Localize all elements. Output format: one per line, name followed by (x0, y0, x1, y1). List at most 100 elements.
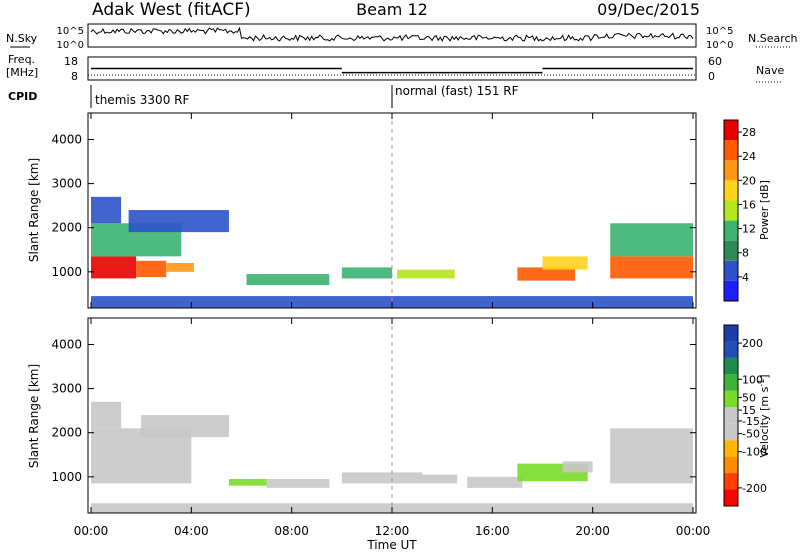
x-tick-label: 08:00 (274, 524, 309, 538)
colorbar-swatch (724, 407, 738, 424)
noise-right-tick-bottom: 10^0 (706, 40, 733, 51)
colorbar-swatch (724, 489, 738, 506)
noise-left-tick-bottom: 10^0 (57, 40, 84, 51)
velocity-colorbar-label-main: Velocity [m s (758, 386, 771, 457)
velocity-panel: 1000 2000 3000 4000 Slant Range [km] -200 -1… (27, 317, 771, 514)
velocity-heatmap (91, 318, 693, 513)
colorbar-tick-label: -15 (742, 415, 760, 428)
x-tick-label: 00:00 (74, 524, 109, 538)
colorbar-tick-label: -100 (742, 446, 767, 459)
x-tick-label: 04:00 (174, 524, 209, 538)
velocity-colorbar-label-end: ] (758, 374, 771, 378)
velocity-axes: 1000 2000 3000 4000 (51, 318, 696, 513)
colorbar-swatch (724, 456, 738, 474)
power-colorbar-label: Power [dB] (758, 180, 771, 240)
colorbar-tick-label: 100 (742, 373, 763, 386)
colorbar-swatch (724, 260, 738, 281)
colorbar-swatch (724, 374, 738, 391)
colorbar-tick-label: 28 (742, 126, 756, 139)
velocity-region-11 (562, 461, 593, 473)
colorbar-tick-label: 4 (742, 271, 749, 284)
nave-label: Nave (756, 64, 784, 77)
colorbar-swatch (724, 341, 738, 358)
colorbar-swatch (724, 220, 738, 241)
cpid-segment-1: themis 3300 RF (95, 93, 189, 107)
colorbar-tick-label: 8 (742, 247, 749, 260)
y-tick-label: 1000 (51, 265, 82, 279)
power-region-11 (542, 256, 588, 270)
y-tick-label: 2000 (51, 221, 82, 235)
power-region-3 (166, 263, 194, 272)
freq-label-line2: [MHz] (6, 66, 38, 79)
station-title: Adak West (fitACF) (92, 0, 251, 20)
y-tick-label: 2000 (51, 426, 82, 440)
freq-panel: 18 8 60 0 Freq. [MHz] Nave (6, 53, 784, 83)
colorbar-swatch (724, 440, 738, 457)
colorbar-swatch (724, 473, 738, 490)
noise-sky-line (90, 26, 694, 43)
x-axis-label: Time UT (366, 538, 417, 552)
y-tick-label: 3000 (51, 382, 82, 396)
colorbar-swatch (724, 200, 738, 221)
colorbar-tick-label: -50 (742, 428, 760, 441)
velocity-region-6 (341, 472, 392, 484)
velocity-region-7 (392, 472, 423, 484)
colorbar-swatch (724, 240, 738, 261)
freq-right-tick-top: 60 (708, 55, 722, 68)
velocity-region-3 (141, 415, 229, 438)
velocity-region-8 (422, 474, 458, 484)
colorbar-tick-label: 50 (742, 391, 756, 404)
noise-sky-label: N.Sky (6, 32, 38, 45)
x-tick-label: 12:00 (375, 524, 410, 538)
beam-title: Beam 12 (356, 0, 428, 19)
power-region-9 (397, 269, 455, 279)
velocity-region-2 (91, 401, 122, 429)
freq-left-tick-top: 18 (64, 55, 78, 68)
velocity-region-4 (228, 479, 267, 486)
date-title: 09/Dec/2015 (597, 0, 700, 19)
cpid-label: CPID (8, 90, 37, 103)
y-tick-label: 3000 (51, 177, 82, 191)
velocity-region-12 (610, 428, 693, 484)
colorbar-tick-label: -200 (742, 482, 767, 495)
colorbar-tick-label: 15 (742, 404, 756, 417)
noise-search-label: N.Search (748, 32, 798, 45)
colorbar-tick-label: 24 (742, 150, 756, 163)
power-ylabel: Slant Range [km] (27, 158, 41, 262)
colorbar-swatch (724, 423, 738, 441)
velocity-region-5 (266, 479, 330, 488)
power-axes: 1000 2000 3000 4000 (51, 113, 696, 308)
x-tick-label: 16:00 (475, 524, 510, 538)
x-tick-labels: 00:00 04:00 08:00 12:00 16:00 20:00 00:00 (74, 524, 711, 538)
freq-right-tick-bottom: 0 (708, 70, 715, 83)
colorbar-tick-label: 12 (742, 223, 756, 236)
colorbar-tick-label: 16 (742, 198, 756, 211)
y-tick-label: 4000 (51, 132, 82, 146)
y-tick-label: 4000 (51, 337, 82, 351)
colorbar-swatch (724, 140, 738, 161)
colorbar-frame (723, 324, 739, 507)
y-tick-label: 1000 (51, 470, 82, 484)
velocity-region-1 (91, 428, 192, 484)
colorbar-swatch (724, 325, 738, 342)
power-region-5 (91, 196, 122, 224)
power-heatmap (91, 113, 693, 308)
power-region-2 (136, 260, 167, 278)
colorbar-swatch (724, 120, 738, 141)
x-tick-label: 00:00 (676, 524, 711, 538)
noise-right-tick-top: 10^5 (706, 26, 733, 37)
freq-label-line1: Freq. (8, 53, 35, 66)
colorbar-tick-label: 200 (742, 337, 763, 350)
noise-panel: 10^5 10^0 10^5 10^0 N.Sky N.Search (6, 23, 798, 51)
freq-left-tick-bottom: 8 (71, 70, 78, 83)
colorbar-swatch (724, 180, 738, 201)
power-colorbar: 4 8 12 16 20 24 28 (723, 119, 756, 302)
colorbar-swatch (724, 357, 738, 375)
power-region-1 (91, 256, 137, 279)
colorbar-tick-label: 20 (742, 174, 756, 187)
power-region-7 (246, 274, 330, 286)
colorbar-swatch (724, 160, 738, 181)
velocity-region-9 (467, 476, 523, 488)
